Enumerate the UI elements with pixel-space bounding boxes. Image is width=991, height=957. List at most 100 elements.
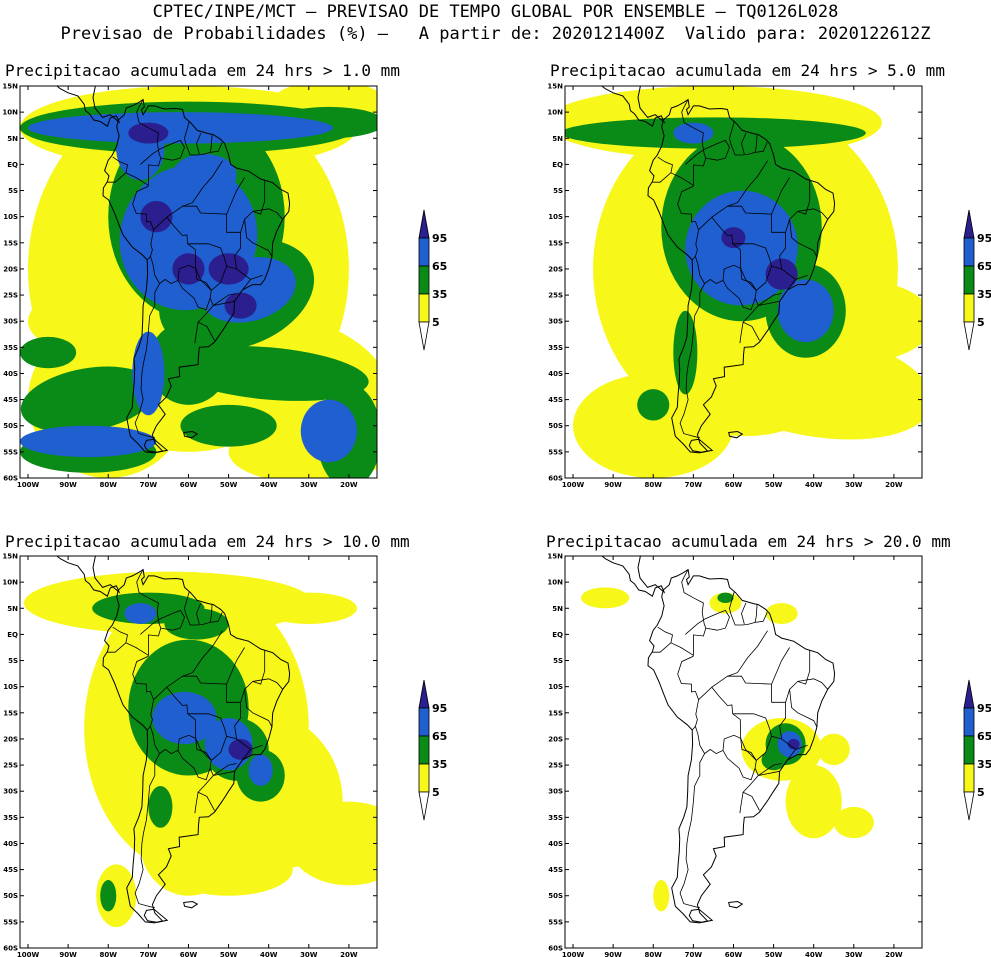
coastline xyxy=(688,438,714,453)
lon-label: 70W xyxy=(140,951,158,957)
lat-label: 55S xyxy=(548,918,563,926)
legend-label: 95 xyxy=(432,702,447,715)
probability-field xyxy=(20,556,377,948)
border-line xyxy=(771,180,811,233)
border-line xyxy=(107,626,128,653)
lat-label: 15S xyxy=(3,239,18,247)
lat-label: 20S xyxy=(548,735,563,743)
border-line xyxy=(226,650,266,703)
border-line xyxy=(727,177,790,215)
border-line xyxy=(742,768,760,811)
border-line xyxy=(695,216,742,285)
coastline xyxy=(183,900,199,909)
border-line xyxy=(182,177,245,215)
prob-area xyxy=(28,112,333,144)
prob-area xyxy=(721,227,746,249)
border-line xyxy=(670,172,694,186)
border-line xyxy=(134,753,160,909)
prob-area xyxy=(132,331,165,416)
coastline xyxy=(102,98,291,454)
border-line xyxy=(771,650,811,703)
coastline xyxy=(688,908,714,923)
border-line xyxy=(194,322,199,344)
coastline xyxy=(56,556,121,597)
border-line xyxy=(187,243,237,270)
border-line xyxy=(652,156,673,183)
border-line xyxy=(779,232,808,280)
map-frame xyxy=(564,85,923,479)
lat-label: 5S xyxy=(8,187,18,195)
coastline xyxy=(56,86,121,127)
coastline xyxy=(143,908,169,923)
border-line xyxy=(670,642,694,656)
border-line xyxy=(234,702,263,750)
prob-area xyxy=(701,127,782,181)
lat-label: 35S xyxy=(548,344,563,352)
map-svg: 15N 10N 5N EQ 5S 10S 15S 20S 25S 30S 35S 40S 45S 50S 5… xyxy=(547,83,923,487)
coastline xyxy=(647,98,836,454)
panel-1-map: 15N 10N 5N EQ 5S 10S 15S 20S 25S 30S 35S 40S 45S 50S 5… xyxy=(0,82,400,487)
lat-label: 40S xyxy=(548,370,563,378)
border-line xyxy=(758,293,782,306)
border-line xyxy=(234,232,263,280)
panel-4-title: Precipitacao acumulada em 24 hrs > 20.0 … xyxy=(546,532,951,551)
lon-label: 40W xyxy=(260,951,278,957)
prob-area xyxy=(787,738,800,750)
legend-svg: 95 65 35 5 xyxy=(963,209,991,351)
prob-area xyxy=(164,843,293,896)
lat-label: 5S xyxy=(8,657,18,665)
border-line xyxy=(711,160,768,218)
lat-label: 20S xyxy=(548,265,563,273)
legend-swatch-5 xyxy=(963,763,975,793)
border-line xyxy=(196,132,202,155)
lat-label: 15S xyxy=(548,709,563,717)
lat-label: 15N xyxy=(547,553,563,561)
border-line xyxy=(729,591,768,626)
border-line xyxy=(213,763,237,776)
probability-field xyxy=(565,86,922,478)
panel-4-map: 15N 10N 5N EQ 5S 10S 15S 20S 25S 30S 35S 40S 45S 50S 5… xyxy=(545,552,945,957)
prob-area xyxy=(152,691,217,745)
prob-area xyxy=(717,592,734,604)
prob-area xyxy=(673,122,714,144)
border-line xyxy=(741,602,747,625)
border-line xyxy=(677,627,707,731)
border-line xyxy=(789,219,818,258)
legend-swatch-bottom xyxy=(963,321,975,351)
lon-label: 50W xyxy=(220,951,238,957)
legend-swatch-top xyxy=(418,679,430,709)
header-line-1: CPTEC/INPE/MCT – PREVISAO DE TEMPO GLOBA… xyxy=(152,2,839,22)
coastline xyxy=(647,568,836,924)
lat-label: 15N xyxy=(2,83,18,91)
border-line xyxy=(166,630,223,688)
border-line xyxy=(789,689,818,728)
prob-area xyxy=(172,253,205,285)
border-line xyxy=(244,689,273,728)
lat-label: 10S xyxy=(548,213,563,221)
border-line xyxy=(711,630,768,688)
lon-label: 70W xyxy=(140,481,158,487)
lat-label: 40S xyxy=(3,370,18,378)
lat-label: 50S xyxy=(3,892,18,900)
lat-label: 5N xyxy=(552,135,563,143)
lat-label: 10S xyxy=(548,683,563,691)
lon-label: 100W xyxy=(562,951,585,957)
border-line xyxy=(134,283,160,439)
prob-area xyxy=(100,880,117,912)
lat-label: 5N xyxy=(7,135,18,143)
legend-label: 5 xyxy=(432,786,440,799)
border-line xyxy=(732,713,782,740)
lat-label: 30S xyxy=(548,788,563,796)
legend-swatch-bottom xyxy=(418,321,430,351)
border-line xyxy=(213,293,237,306)
lon-label: 60W xyxy=(725,481,743,487)
lat-label: 50S xyxy=(548,892,563,900)
map-svg: 15N 10N 5N EQ 5S 10S 15S 20S 25S 30S 35S 40S 45S 50S 5… xyxy=(547,553,923,957)
lat-label: 60S xyxy=(548,945,563,953)
prob-area xyxy=(817,733,850,766)
coastline xyxy=(601,556,666,597)
prob-area xyxy=(164,608,229,640)
border-line xyxy=(787,279,796,291)
lat-label: 25S xyxy=(548,292,563,300)
prob-area xyxy=(581,587,630,609)
